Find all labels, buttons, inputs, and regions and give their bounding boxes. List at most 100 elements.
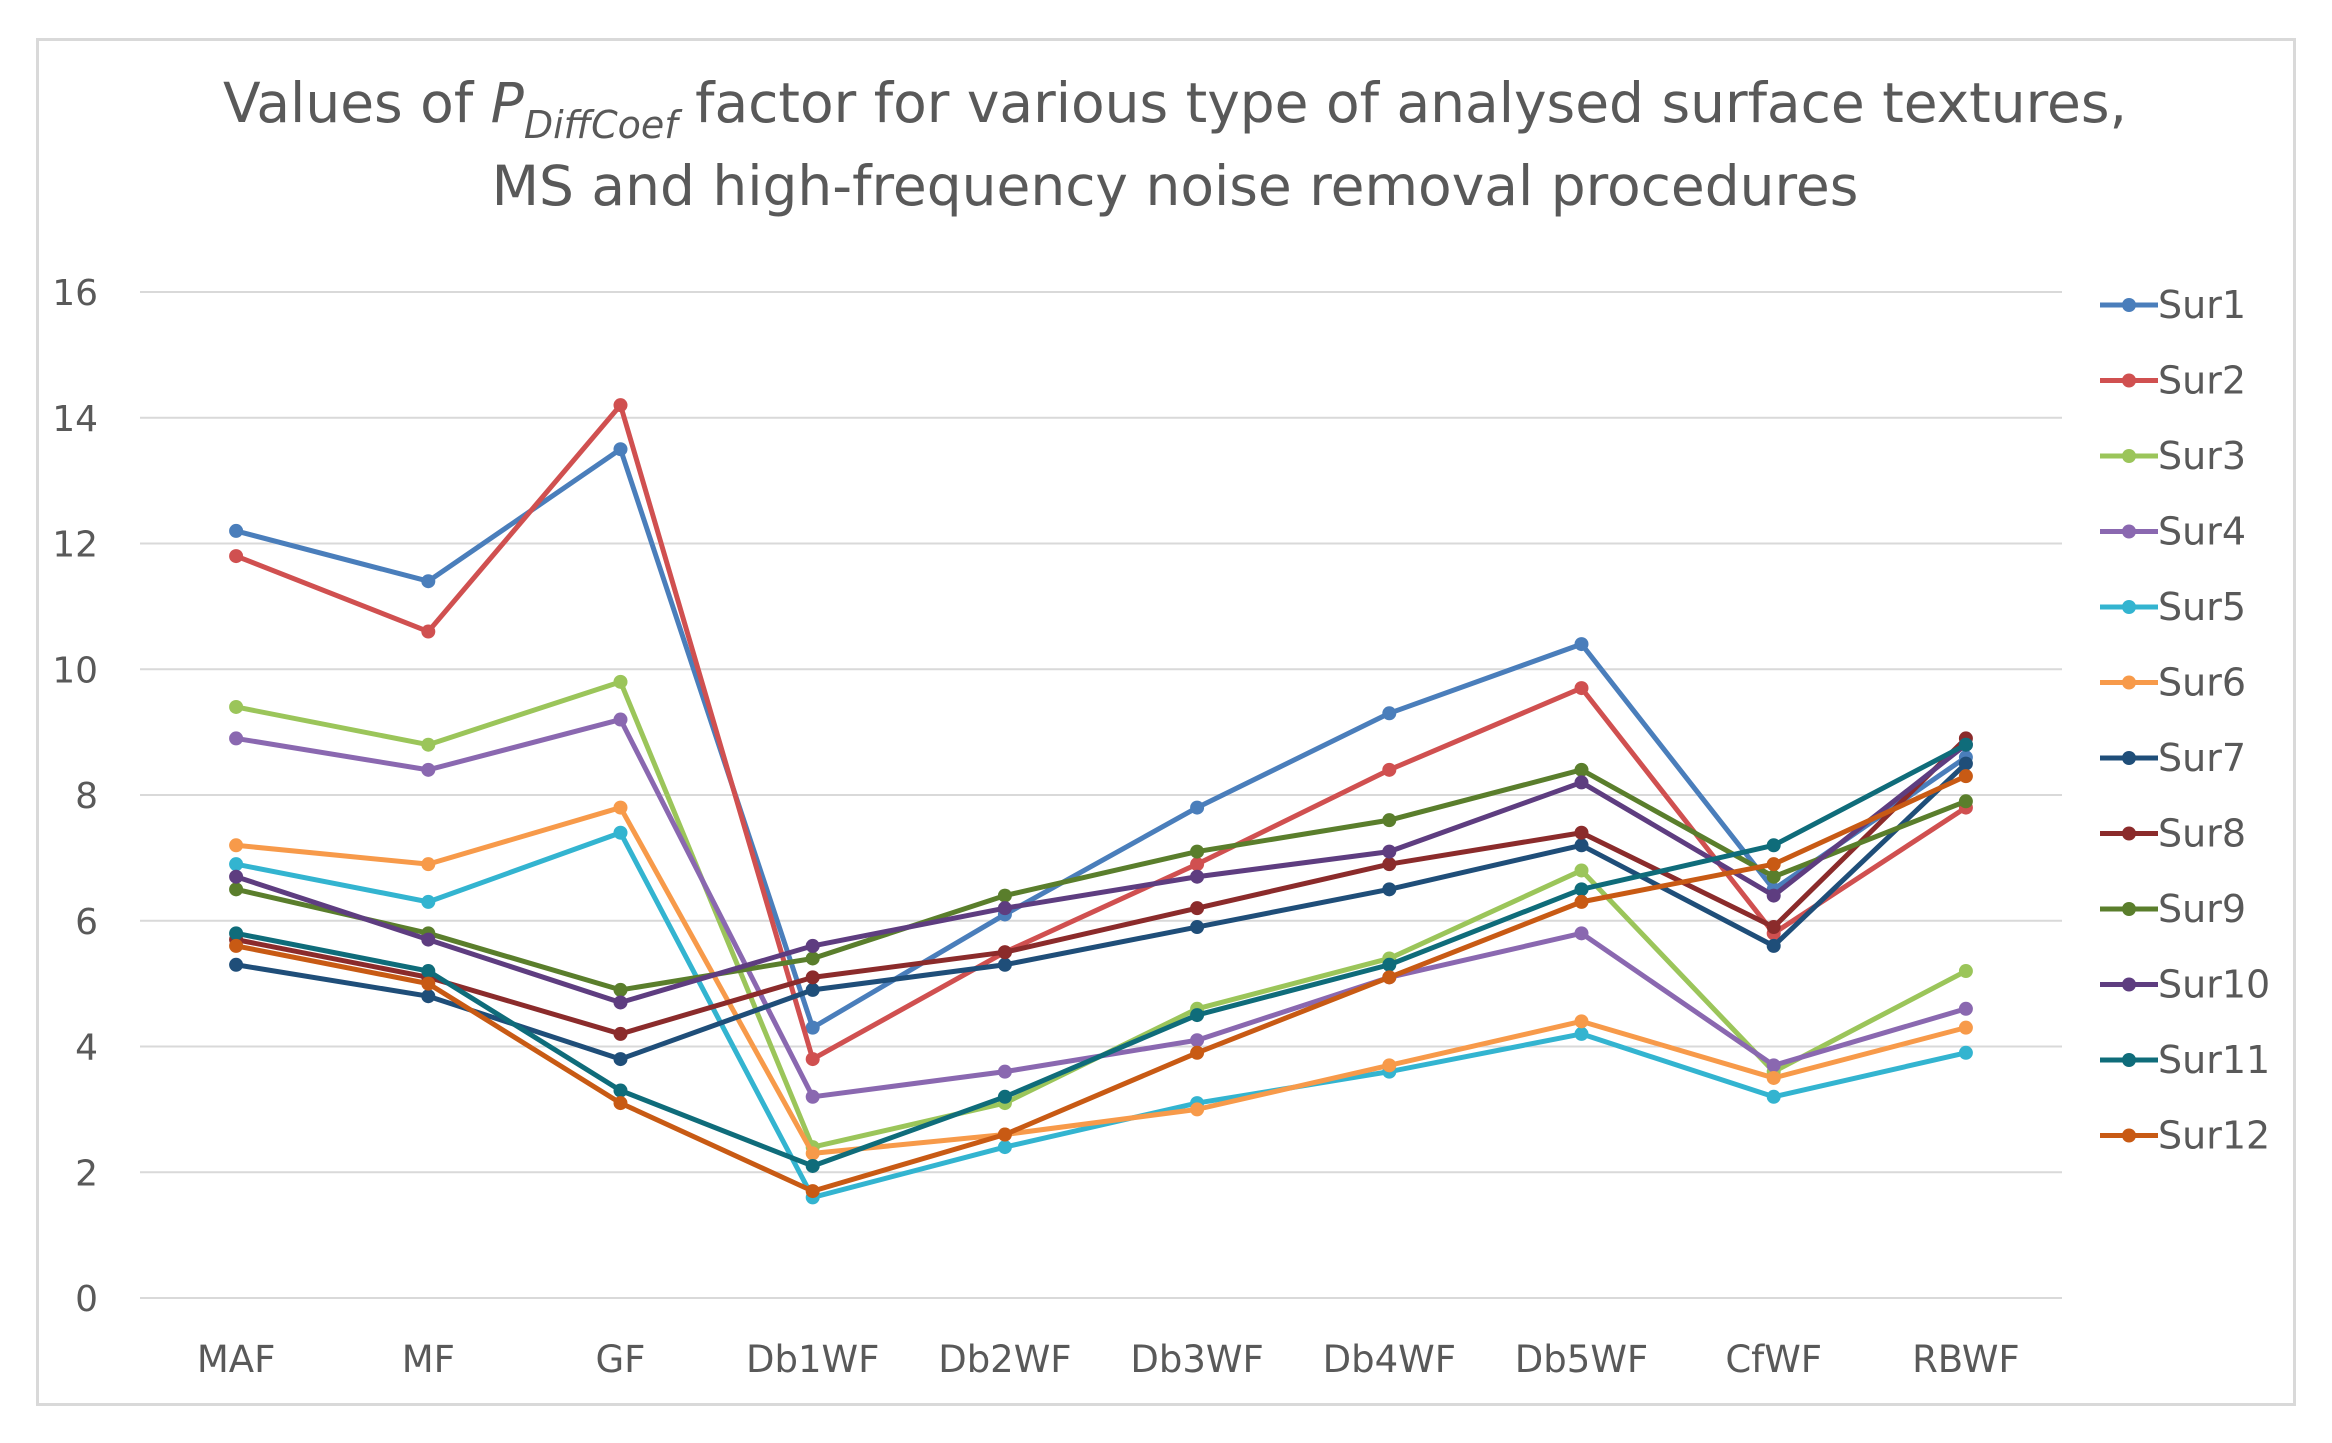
y-tick-label: 0 <box>75 1279 98 1320</box>
data-point <box>229 926 244 941</box>
series-line <box>233 742 1969 1169</box>
data-point <box>1958 964 1973 979</box>
legend-label: Sur2 <box>2158 359 2246 403</box>
data-point <box>1958 737 1973 752</box>
legend-item: Sur4 <box>2100 510 2246 554</box>
y-tick-label: 6 <box>75 902 98 943</box>
data-point <box>229 857 244 872</box>
legend-label: Sur12 <box>2158 1114 2270 1158</box>
chart-title-line-1: Values of PDiffCoef factor for various t… <box>223 71 2127 147</box>
data-point <box>805 938 820 953</box>
data-point <box>613 982 628 997</box>
y-tick-label: 10 <box>52 650 98 691</box>
data-point <box>613 800 628 815</box>
data-point <box>1574 762 1589 777</box>
data-point <box>1766 869 1781 884</box>
data-point <box>229 731 244 746</box>
x-tick-label: Db2WF <box>938 1338 1071 1381</box>
data-point <box>1958 1020 1973 1035</box>
legend-item: Sur2 <box>2100 359 2246 403</box>
data-point <box>1958 756 1973 771</box>
data-point <box>421 762 436 777</box>
chart-title-after: factor for various type of analysed surf… <box>678 71 2127 135</box>
data-point <box>997 1089 1012 1104</box>
series-line <box>233 761 1969 1062</box>
data-point <box>229 957 244 972</box>
data-point <box>1190 800 1205 815</box>
data-point <box>613 995 628 1010</box>
data-point <box>1382 970 1397 985</box>
data-point <box>613 825 628 840</box>
data-point <box>613 398 628 413</box>
data-point <box>997 1127 1012 1142</box>
y-tick-label: 14 <box>52 399 98 440</box>
chart-title-symbol: P <box>491 71 525 135</box>
x-tick-label: Db5WF <box>1515 1338 1648 1381</box>
data-point <box>1958 794 1973 809</box>
data-point <box>805 1146 820 1161</box>
data-point <box>229 938 244 953</box>
legend-swatch-marker <box>2122 298 2136 312</box>
data-point <box>613 1083 628 1098</box>
data-point <box>1766 920 1781 935</box>
legend-swatch-marker <box>2122 751 2136 765</box>
series-line <box>233 767 1969 993</box>
x-tick-label: GF <box>596 1338 646 1381</box>
data-point <box>421 857 436 872</box>
data-point <box>1382 857 1397 872</box>
data-point <box>1574 681 1589 696</box>
series-sur6 <box>229 800 1973 1161</box>
y-tick-label: 12 <box>52 525 98 566</box>
data-point <box>421 976 436 991</box>
data-point <box>1574 926 1589 941</box>
legend-item: Sur10 <box>2100 963 2270 1007</box>
chart-title-before: Values of <box>223 71 491 135</box>
legend-item: Sur8 <box>2100 812 2246 856</box>
legend-label: Sur7 <box>2158 736 2246 780</box>
data-point <box>1574 637 1589 652</box>
series-sur2 <box>229 398 1973 1067</box>
series-line <box>233 735 1969 1037</box>
y-tick-label: 16 <box>52 273 98 314</box>
legend-label: Sur3 <box>2158 434 2246 478</box>
legend-item: Sur5 <box>2100 585 2246 629</box>
data-point <box>613 674 628 689</box>
data-point <box>421 737 436 752</box>
data-point <box>805 1089 820 1104</box>
legend-swatch-marker <box>2122 1128 2136 1143</box>
legend: Sur1 Sur2 Sur3 Sur4 Sur5 Sur6 Sur7 Sur8 Sur9 Sur1… <box>2100 283 2270 1158</box>
data-point <box>1190 901 1205 916</box>
data-point <box>1190 920 1205 935</box>
data-point <box>229 869 244 884</box>
data-point <box>997 957 1012 972</box>
data-point <box>229 549 244 564</box>
series-line <box>233 773 1969 1194</box>
data-point <box>1766 1058 1781 1073</box>
data-point <box>1766 938 1781 953</box>
data-point <box>1190 857 1205 872</box>
data-point <box>805 1184 820 1199</box>
data-point <box>805 1020 820 1035</box>
data-point <box>421 932 436 947</box>
data-point <box>1574 838 1589 853</box>
data-point <box>421 624 436 639</box>
series-line <box>233 402 1969 1062</box>
data-point <box>1958 1001 1973 1016</box>
series-line <box>233 805 1969 1156</box>
series-line <box>233 830 1969 1200</box>
chart-title-line-2: MS and high-frequency noise removal proc… <box>492 154 1859 218</box>
data-point <box>1958 769 1973 784</box>
data-point <box>613 1026 628 1041</box>
x-tick-label: CfWF <box>1725 1338 1822 1381</box>
data-point <box>421 989 436 1004</box>
legend-swatch-marker <box>2122 675 2136 690</box>
legend-label: Sur5 <box>2158 585 2246 629</box>
legend-label: Sur10 <box>2158 963 2270 1007</box>
data-point <box>1382 706 1397 721</box>
data-point <box>1766 1089 1781 1104</box>
data-point <box>1190 1008 1205 1023</box>
chart-frame <box>36 38 2296 1406</box>
data-point <box>1190 1033 1205 1048</box>
y-axis-ticks: 0 2 4 6 8 10 12 14 16 <box>52 273 98 1320</box>
